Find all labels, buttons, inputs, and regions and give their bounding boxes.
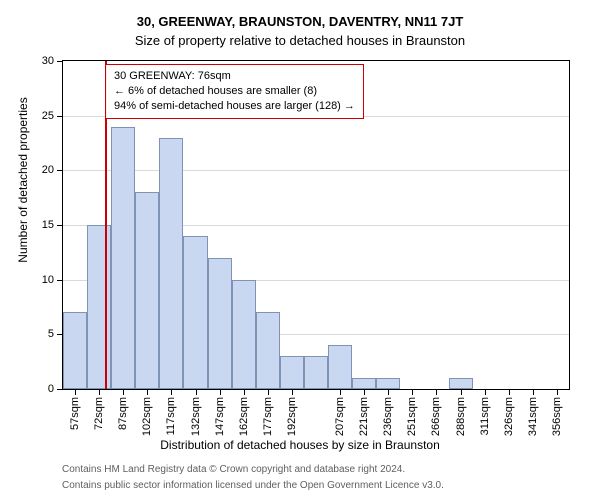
- histogram-bar: [352, 378, 376, 389]
- xtick-label: 117sqm: [165, 397, 177, 435]
- ytick-mark: [57, 280, 62, 281]
- xtick-mark: [364, 390, 365, 395]
- xtick-mark: [75, 390, 76, 395]
- chart-title: 30, GREENWAY, BRAUNSTON, DAVENTRY, NN11 …: [0, 14, 600, 29]
- xtick-mark: [99, 390, 100, 395]
- xtick-mark: [509, 390, 510, 395]
- xtick-mark: [412, 390, 413, 395]
- xtick-mark: [171, 390, 172, 395]
- ytick-mark: [57, 389, 62, 390]
- ytick-label: 5: [32, 328, 54, 340]
- histogram-bar: [111, 127, 135, 389]
- xtick-label: 147sqm: [214, 397, 226, 436]
- ytick-mark: [57, 61, 62, 62]
- xtick-label: 102sqm: [141, 397, 153, 436]
- xtick-mark: [292, 390, 293, 395]
- histogram-bar: [449, 378, 473, 389]
- footnote-1: Contains HM Land Registry data © Crown c…: [62, 464, 405, 475]
- xtick-label: 207sqm: [334, 397, 346, 436]
- annotation-line-1: 30 GREENWAY: 76sqm: [114, 69, 355, 84]
- xtick-mark: [340, 390, 341, 395]
- xtick-mark: [557, 390, 558, 395]
- histogram-bar: [256, 312, 280, 389]
- xtick-label: 221sqm: [358, 397, 370, 436]
- xtick-label: 87sqm: [117, 397, 129, 430]
- chart-container: 30, GREENWAY, BRAUNSTON, DAVENTRY, NN11 …: [0, 0, 600, 500]
- xtick-mark: [196, 390, 197, 395]
- xtick-mark: [268, 390, 269, 395]
- ytick-label: 25: [32, 110, 54, 122]
- histogram-bar: [304, 356, 328, 389]
- xtick-mark: [244, 390, 245, 395]
- marker-annotation: 30 GREENWAY: 76sqm ← 6% of detached hous…: [105, 64, 364, 119]
- annotation-line-2: ← 6% of detached houses are smaller (8): [114, 84, 355, 99]
- xtick-mark: [147, 390, 148, 395]
- xtick-mark: [461, 390, 462, 395]
- ytick-label: 0: [32, 383, 54, 395]
- xtick-mark: [533, 390, 534, 395]
- ytick-mark: [57, 334, 62, 335]
- gridline: [63, 170, 569, 171]
- chart-subtitle: Size of property relative to detached ho…: [0, 33, 600, 48]
- xtick-label: 311sqm: [479, 397, 491, 435]
- annotation-line-3: 94% of semi-detached houses are larger (…: [114, 99, 355, 114]
- ytick-label: 30: [32, 55, 54, 67]
- ytick-label: 15: [32, 219, 54, 231]
- histogram-bar: [232, 280, 256, 389]
- xtick-label: 162sqm: [238, 397, 250, 436]
- histogram-bar: [328, 345, 352, 389]
- xtick-mark: [485, 390, 486, 395]
- histogram-bar: [376, 378, 400, 389]
- histogram-bar: [63, 312, 87, 389]
- histogram-bar: [208, 258, 232, 389]
- xtick-mark: [123, 390, 124, 395]
- xtick-label: 57sqm: [69, 397, 81, 430]
- xtick-label: 266sqm: [430, 397, 442, 436]
- xtick-label: 72sqm: [93, 397, 105, 430]
- ytick-mark: [57, 116, 62, 117]
- xtick-label: 326sqm: [503, 397, 515, 436]
- xtick-label: 356sqm: [551, 397, 563, 436]
- xtick-label: 177sqm: [262, 397, 274, 436]
- x-axis-label: Distribution of detached houses by size …: [0, 438, 600, 452]
- xtick-mark: [388, 390, 389, 395]
- xtick-label: 132sqm: [190, 397, 202, 436]
- xtick-label: 251sqm: [406, 397, 418, 436]
- ytick-mark: [57, 170, 62, 171]
- histogram-bar: [280, 356, 304, 389]
- xtick-mark: [220, 390, 221, 395]
- histogram-bar: [183, 236, 207, 389]
- histogram-bar: [159, 138, 183, 389]
- y-axis-label: Number of detached properties: [16, 40, 30, 320]
- histogram-bar: [87, 225, 111, 389]
- xtick-label: 288sqm: [455, 397, 467, 436]
- histogram-bar: [135, 192, 159, 389]
- ytick-mark: [57, 225, 62, 226]
- ytick-label: 20: [32, 164, 54, 176]
- xtick-label: 236sqm: [382, 397, 394, 436]
- xtick-label: 341sqm: [527, 397, 539, 436]
- ytick-label: 10: [32, 274, 54, 286]
- footnote-2: Contains public sector information licen…: [62, 480, 444, 491]
- xtick-mark: [436, 390, 437, 395]
- xtick-label: 192sqm: [286, 397, 298, 436]
